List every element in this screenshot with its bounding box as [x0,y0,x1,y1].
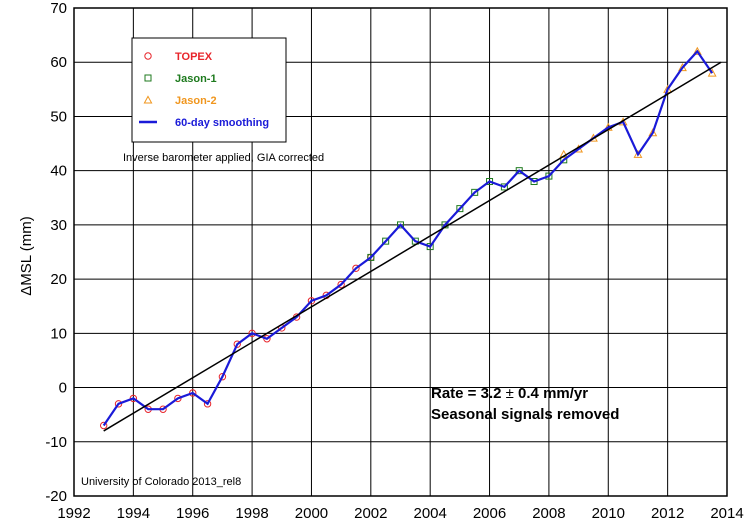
data-point-square [456,205,464,213]
data-point-circle [129,394,138,403]
legend-box [131,37,287,143]
legend: TOPEX Jason-1 Jason-2 60-day smoothing [131,37,287,143]
x-tick-label: 2014 [710,505,743,522]
legend-label: Jason-2 [175,95,217,107]
x-tick-label: 1992 [57,505,90,522]
rate-pm: ± [506,385,514,402]
data-point-triangle [707,68,717,77]
seasonal-annotation: Seasonal signals removed [431,406,619,423]
tick-labels: 1992 1994 1996 1998 2000 2002 2004 2006 2008 2010… [45,0,743,522]
x-tick-label: 2012 [651,505,684,522]
x-tick-label: 2006 [473,505,506,522]
data-point-square [367,253,375,261]
trend-layer [103,61,722,432]
data-point-circle [352,264,360,272]
x-tick-label: 2000 [295,505,328,522]
data-point-triangle [678,63,687,72]
y-tick-label: 0 [59,380,67,397]
trend-line [103,61,722,432]
legend-label: 60-day smoothing [175,117,269,129]
series-line-smoothing [102,49,714,427]
x-tick-label: 1996 [176,505,209,522]
data-point-square [397,221,404,229]
data-point-triangle [559,149,569,158]
rate-prefix: Rate = 3.2 [431,385,501,402]
data-point-triangle [692,46,702,55]
legend-label: Jason-1 [175,73,217,85]
data-point-circle [189,389,197,397]
legend-swatch-square [144,74,152,82]
x-tick-label: 1998 [235,505,268,522]
y-tick-label: 70 [50,0,67,17]
x-tick-label: 2010 [592,505,625,522]
y-tick-label: 10 [50,325,67,342]
legend-label: TOPEX [175,51,213,63]
data-point-circle [233,340,241,348]
source-note: University of Colorado 2013_rel8 [81,476,241,488]
legend-swatch-circle [144,52,152,60]
rate-annotation: Rate = 3.2 ± 0.4 mm/yr [431,385,588,402]
x-tick-label: 2002 [354,505,387,522]
correction-note: Inverse barometer applied, GIA corrected [123,152,324,164]
y-tick-label: 50 [50,108,67,125]
data-point-triangle [633,149,643,158]
data-point-circle [203,400,212,408]
y-tick-label: 60 [50,54,67,71]
x-tick-label: 2008 [532,505,565,522]
x-tick-label: 1994 [117,505,150,522]
rate-suffix: 0.4 mm/yr [518,385,588,402]
data-point-circle [114,400,123,408]
y-tick-label: -20 [45,488,67,505]
plot-frame [73,7,728,497]
y-tick-label: 20 [50,271,67,288]
data-point-square [471,188,479,196]
y-tick-label: -10 [45,434,67,451]
x-tick-label: 2004 [413,505,446,522]
y-tick-label: 40 [50,163,67,180]
y-tick-label: 30 [50,217,67,234]
data-point-square [515,167,523,175]
data-point-circle [337,280,345,289]
data-point-circle [218,373,227,381]
y-axis-label: ΔMSL (mm) [18,216,35,295]
data-point-triangle [648,128,658,137]
legend-swatch-triangle [143,95,153,104]
data-point-square [382,237,390,245]
data-point-circle [99,421,108,430]
